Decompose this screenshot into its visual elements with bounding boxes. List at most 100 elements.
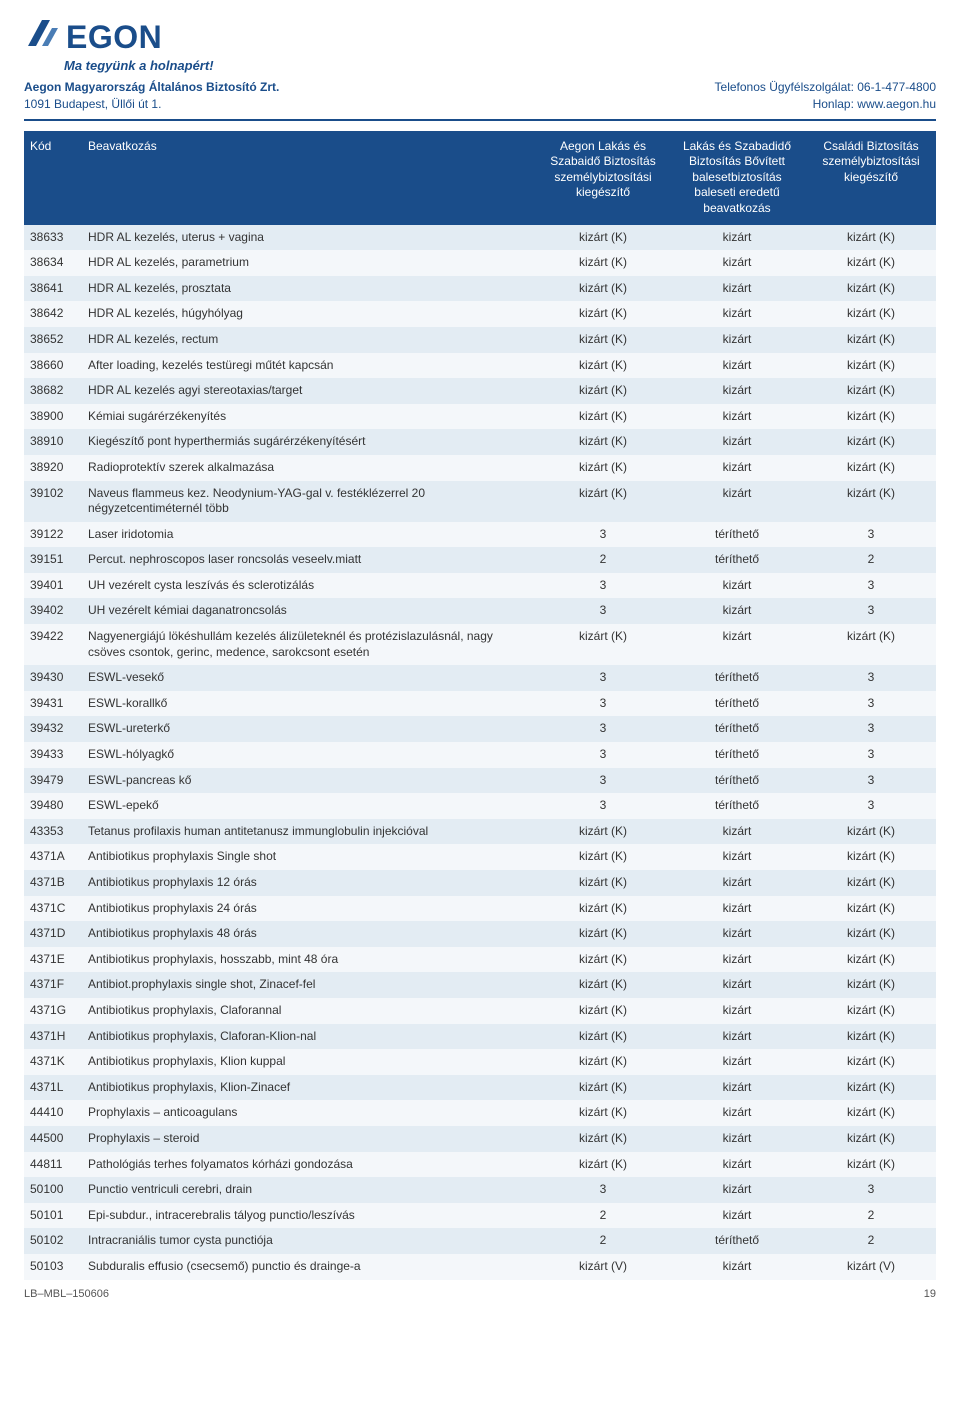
table-cell: kizárt — [668, 250, 806, 276]
table-cell: kizárt — [668, 921, 806, 947]
table-cell: Antibiotikus prophylaxis, Klion kuppal — [82, 1049, 538, 1075]
table-cell: kizárt (K) — [806, 353, 936, 379]
table-cell: 50101 — [24, 1203, 82, 1229]
table-cell: Antibiotikus prophylaxis 24 órás — [82, 896, 538, 922]
table-cell: kizárt (K) — [538, 327, 668, 353]
table-cell: kizárt — [668, 1075, 806, 1101]
table-row: 39432ESWL-ureterkő3téríthető3 — [24, 716, 936, 742]
table-row: 38682HDR AL kezelés agyi stereotaxias/ta… — [24, 378, 936, 404]
subheader-right: Telefonos Ügyfélszolgálat: 06-1-477-4800… — [715, 79, 936, 113]
table-cell: 3 — [806, 598, 936, 624]
table-cell: Epi-subdur., intracerebralis tályog punc… — [82, 1203, 538, 1229]
table-cell: 38641 — [24, 276, 82, 302]
table-cell: téríthető — [668, 665, 806, 691]
table-cell: kizárt — [668, 404, 806, 430]
table-cell: téríthető — [668, 547, 806, 573]
table-cell: kizárt (K) — [538, 225, 668, 251]
table-row: 4371FAntibiot.prophylaxis single shot, Z… — [24, 972, 936, 998]
table-row: 44410Prophylaxis – anticoagulanskizárt (… — [24, 1100, 936, 1126]
table-row: 50102Intracraniális tumor cysta punctiój… — [24, 1228, 936, 1254]
table-row: 50100Punctio ventriculi cerebri, drain3k… — [24, 1177, 936, 1203]
table-row: 38652HDR AL kezelés, rectumkizárt (K)kiz… — [24, 327, 936, 353]
table-cell: 39433 — [24, 742, 82, 768]
table-cell: kizárt (K) — [806, 429, 936, 455]
table-cell: kizárt (K) — [538, 1049, 668, 1075]
table-cell: kizárt — [668, 870, 806, 896]
table-cell: kizárt (K) — [806, 1152, 936, 1178]
logo-block: EGON Ma tegyünk a holnapért! — [24, 16, 214, 73]
table-cell: Percut. nephroscopos laser roncsolás ves… — [82, 547, 538, 573]
table-row: 38641HDR AL kezelés, prosztatakizárt (K)… — [24, 276, 936, 302]
table-row: 38634HDR AL kezelés, parametriumkizárt (… — [24, 250, 936, 276]
table-cell: 2 — [538, 547, 668, 573]
table-cell: kizárt (K) — [806, 947, 936, 973]
table-cell: téríthető — [668, 691, 806, 717]
table-cell: kizárt — [668, 844, 806, 870]
table-cell: Laser iridotomia — [82, 522, 538, 548]
table-cell: kizárt (K) — [806, 896, 936, 922]
table-cell: kizárt (K) — [538, 1075, 668, 1101]
table-cell: kizárt (K) — [806, 250, 936, 276]
table-cell: Antibiotikus prophylaxis 12 órás — [82, 870, 538, 896]
table-cell: kizárt (K) — [806, 1100, 936, 1126]
table-cell: kizárt (K) — [806, 921, 936, 947]
table-row: 4371EAntibiotikus prophylaxis, hosszabb,… — [24, 947, 936, 973]
table-cell: kizárt (K) — [806, 624, 936, 665]
table-cell: HDR AL kezelés, uterus + vagina — [82, 225, 538, 251]
table-cell: kizárt (K) — [806, 455, 936, 481]
table-cell: Kémiai sugárérzékenyítés — [82, 404, 538, 430]
table-row: 39402UH vezérelt kémiai daganatroncsolás… — [24, 598, 936, 624]
table-row: 50103Subduralis effusio (csecsemő) punct… — [24, 1254, 936, 1280]
table-cell: 4371B — [24, 870, 82, 896]
table-cell: 39102 — [24, 481, 82, 522]
table-cell: kizárt (K) — [806, 378, 936, 404]
col-header-lakas-szabadido: Lakás és Szabadidő Biztosítás Bővített b… — [668, 131, 806, 225]
table-cell: 3 — [538, 742, 668, 768]
table-row: 38660After loading, kezelés testüregi mű… — [24, 353, 936, 379]
table-cell: kizárt (K) — [806, 276, 936, 302]
table-cell: 3 — [538, 716, 668, 742]
table-cell: kizárt — [668, 1126, 806, 1152]
table-cell: 38900 — [24, 404, 82, 430]
table-cell: kizárt — [668, 1254, 806, 1280]
table-cell: Antibiot.prophylaxis single shot, Zinace… — [82, 972, 538, 998]
table-row: 4371GAntibiotikus prophylaxis, Claforann… — [24, 998, 936, 1024]
table-cell: kizárt — [668, 378, 806, 404]
table-cell: Antibiotikus prophylaxis 48 órás — [82, 921, 538, 947]
table-row: 39430ESWL-vesekő3téríthető3 — [24, 665, 936, 691]
table-cell: kizárt (K) — [538, 947, 668, 973]
table-cell: 38652 — [24, 327, 82, 353]
aegon-logo-icon — [24, 16, 62, 54]
table-cell: kizárt (K) — [538, 481, 668, 522]
table-cell: kizárt — [668, 225, 806, 251]
table-cell: kizárt — [668, 1152, 806, 1178]
table-cell: téríthető — [668, 522, 806, 548]
table-row: 39422Nagyenergiájú lökéshullám kezelés á… — [24, 624, 936, 665]
col-header-csaladi: Családi Biztosítás személybiztosítási ki… — [806, 131, 936, 225]
table-cell: kizárt (K) — [806, 481, 936, 522]
table-row: 38633HDR AL kezelés, uterus + vaginakizá… — [24, 225, 936, 251]
table-cell: kizárt — [668, 896, 806, 922]
table-cell: kizárt (K) — [538, 921, 668, 947]
subheader-left: Aegon Magyarország Általános Biztosító Z… — [24, 79, 279, 113]
table-cell: kizárt — [668, 972, 806, 998]
table-row: 4371CAntibiotikus prophylaxis 24 órás kiz… — [24, 896, 936, 922]
table-cell: Prophylaxis – anticoagulans — [82, 1100, 538, 1126]
table-cell: Antibiotikus prophylaxis Single shot — [82, 844, 538, 870]
table-cell: 4371C — [24, 896, 82, 922]
table-cell: kizárt (K) — [806, 819, 936, 845]
page-footer: LB–MBL–150606 19 — [24, 1288, 936, 1300]
table-cell: kizárt (K) — [806, 225, 936, 251]
table-cell: HDR AL kezelés agyi stereotaxias/target — [82, 378, 538, 404]
table-cell: kizárt — [668, 429, 806, 455]
table-cell: 39122 — [24, 522, 82, 548]
table-cell: kizárt — [668, 455, 806, 481]
table-cell: kizárt — [668, 598, 806, 624]
table-row: 4371HAntibiotikus prophylaxis, Claforan-… — [24, 1024, 936, 1050]
table-cell: kizárt (K) — [538, 844, 668, 870]
table-cell: 39151 — [24, 547, 82, 573]
table-cell: kizárt — [668, 624, 806, 665]
table-cell: 38682 — [24, 378, 82, 404]
col-header-beavatkozas: Beavatkozás — [82, 131, 538, 225]
table-cell: kizárt (K) — [806, 870, 936, 896]
